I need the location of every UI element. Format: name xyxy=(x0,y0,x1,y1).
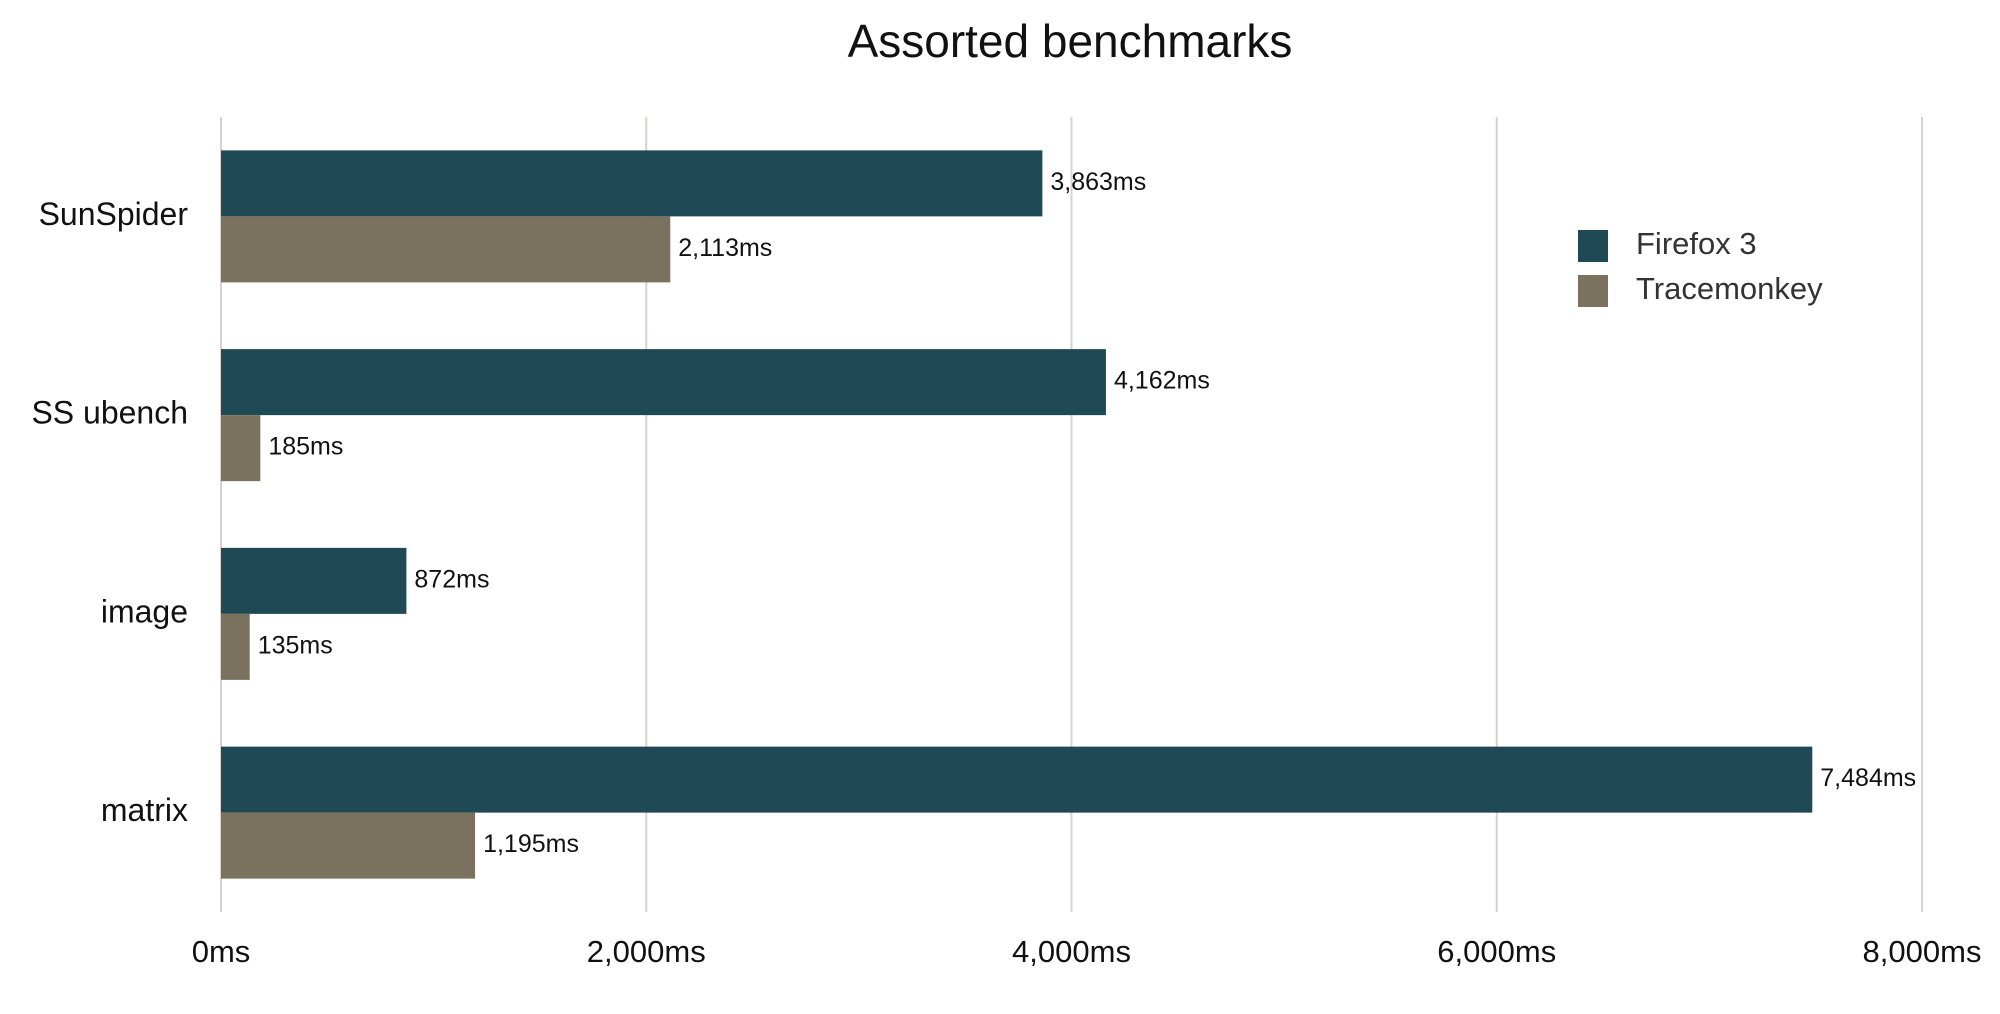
bar xyxy=(221,216,671,283)
bar xyxy=(221,150,1043,217)
y-tick-label: matrix xyxy=(101,792,188,828)
bar xyxy=(221,349,1106,416)
legend-swatch xyxy=(1578,230,1608,262)
value-label: 3,863ms xyxy=(1050,168,1146,196)
y-tick-label: SunSpider xyxy=(39,196,189,232)
y-tick-label: image xyxy=(101,593,188,629)
value-label: 135ms xyxy=(258,631,333,659)
y-tick-label: SS ubench xyxy=(31,395,188,431)
legend-label: Tracemonkey xyxy=(1636,271,1823,306)
bar xyxy=(221,547,407,614)
value-label: 4,162ms xyxy=(1114,367,1210,395)
value-label: 185ms xyxy=(268,433,343,461)
x-tick-label: 8,000ms xyxy=(1863,934,1982,969)
value-label: 7,484ms xyxy=(1820,764,1916,792)
bar xyxy=(221,812,476,879)
chart-title: Assorted benchmarks xyxy=(848,15,1293,67)
value-label: 2,113ms xyxy=(678,234,772,262)
x-tick-label: 2,000ms xyxy=(587,934,706,969)
value-label: 1,195ms xyxy=(483,830,579,858)
bar xyxy=(221,746,1813,813)
bar xyxy=(221,613,250,680)
legend-swatch xyxy=(1578,275,1608,307)
x-tick-label: 6,000ms xyxy=(1437,934,1556,969)
value-label: 872ms xyxy=(414,565,489,593)
x-tick-label: 0ms xyxy=(192,934,251,969)
x-tick-label: 4,000ms xyxy=(1012,934,1131,969)
bar xyxy=(221,415,261,482)
legend-label: Firefox 3 xyxy=(1636,226,1757,261)
